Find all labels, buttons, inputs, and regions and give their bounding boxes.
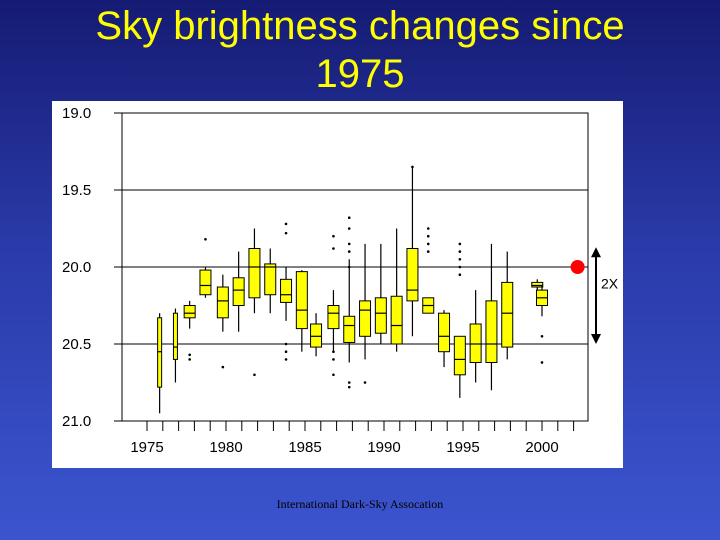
box-outlier	[284, 222, 288, 226]
box-body	[359, 300, 372, 337]
box-outlier	[332, 247, 335, 250]
box-body	[438, 312, 451, 353]
highlight-marker	[570, 260, 585, 274]
box-outlier	[411, 165, 414, 169]
y-tick-label: 19.5	[62, 182, 91, 199]
box-body	[469, 323, 482, 363]
box-body	[172, 312, 178, 360]
box-outlier	[284, 350, 288, 353]
footer-text: International Dark-Sky Assocation	[276, 497, 444, 511]
annotation-arrow-head-bottom	[591, 334, 601, 344]
boxplot-chart: 19.0 19.5 20.0 20.5 21.0 1975 1980 1985 1990 1995…	[62, 105, 619, 456]
box-outlier	[458, 265, 462, 269]
y-tick-label: 20.0	[62, 259, 91, 276]
box-outlier	[540, 335, 544, 338]
box-outlier	[426, 234, 430, 238]
box-body	[390, 295, 403, 345]
box-outlier	[426, 250, 430, 253]
annotation-arrow-head-top	[591, 247, 601, 258]
box-outlier	[347, 265, 351, 269]
chart-panel: 19.0 19.5 20.0 20.5 21.0 1975 1980 1985 1990 1995…	[52, 101, 623, 468]
x-tick-label: 1975	[130, 439, 163, 456]
slide-title-line2: 1975	[315, 52, 405, 96]
box-body	[453, 335, 466, 376]
box-outlier	[347, 242, 351, 246]
box-outlier	[347, 381, 351, 384]
x-tick-label: 1990	[367, 439, 400, 456]
box-outlier	[458, 242, 462, 246]
box-body	[343, 315, 356, 343]
box-body	[327, 305, 340, 330]
box-body	[280, 278, 293, 303]
box-outlier	[347, 385, 351, 389]
y-tick-label: 21.0	[62, 413, 91, 430]
box-body	[199, 269, 212, 296]
box-outlier	[347, 227, 351, 230]
box-outlier	[426, 227, 430, 230]
box-body	[485, 300, 498, 363]
box-outlier	[284, 231, 288, 235]
box-body	[531, 281, 544, 288]
slide-title: Sky brightness changes since 1975	[0, 2, 720, 98]
x-tick-label: 1995	[446, 439, 479, 456]
box-body	[264, 263, 277, 296]
box-body	[374, 297, 387, 334]
box-outlier	[347, 250, 351, 253]
x-tick-label: 1980	[209, 439, 242, 456]
box-outlier	[458, 258, 462, 261]
box-outlier	[458, 273, 462, 276]
box-body	[501, 281, 514, 348]
box-outlier	[458, 250, 462, 253]
box-outlier	[332, 350, 335, 353]
box-outlier	[332, 373, 335, 377]
y-tick-label: 19.0	[62, 105, 91, 122]
box-outlier	[188, 353, 191, 357]
box-outlier	[221, 365, 225, 369]
box-body	[295, 271, 308, 330]
box-body	[310, 323, 323, 348]
annotation-label: 2X	[601, 275, 619, 291]
box-outlier	[332, 234, 335, 238]
box-outlier	[188, 358, 191, 361]
box-outlier	[332, 358, 335, 361]
box-body	[216, 286, 229, 319]
box-outlier	[284, 342, 288, 346]
x-tick-label: 1985	[288, 439, 321, 456]
box-outlier	[284, 358, 288, 361]
box-outlier	[253, 373, 256, 377]
slide-title-line1: Sky brightness changes since	[95, 4, 625, 48]
box-outlier	[426, 242, 430, 246]
box-outlier	[347, 216, 351, 220]
y-tick-label: 20.5	[62, 336, 91, 353]
box-outlier	[204, 237, 207, 241]
x-tick-label: 2000	[525, 439, 558, 456]
box-body	[232, 277, 245, 306]
box-body	[248, 248, 261, 299]
box-outlier	[540, 361, 544, 364]
box-body	[406, 248, 419, 302]
box-body	[183, 305, 196, 319]
box-outlier	[363, 381, 367, 384]
box-body	[157, 317, 163, 388]
